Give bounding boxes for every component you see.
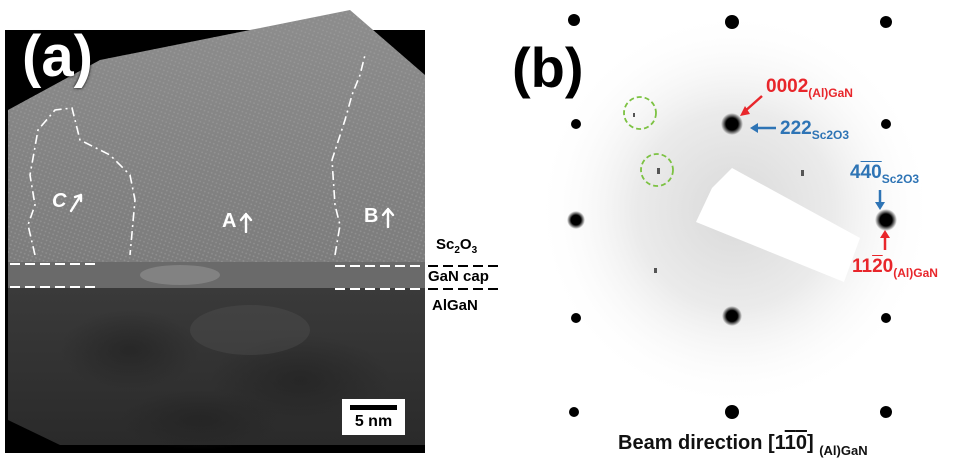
diffraction-spot-0002 bbox=[721, 113, 743, 135]
beam-direction-caption: Beam direction [110] (Al)GaN bbox=[618, 432, 868, 458]
grain-c-label: C bbox=[52, 190, 83, 213]
scale-bar-line bbox=[350, 405, 397, 410]
index-arrows bbox=[740, 95, 890, 250]
panel-b-letter: (b) bbox=[512, 36, 584, 99]
grain-boundary-lines bbox=[27, 54, 366, 256]
diffraction-spot bbox=[569, 407, 579, 417]
hrtem-image bbox=[5, 10, 500, 453]
diffraction-pattern bbox=[535, 10, 935, 419]
arrow-icon bbox=[381, 206, 395, 228]
index-1120-label: 1120(Al)GaN bbox=[852, 256, 938, 280]
grain-b-letter: B bbox=[364, 205, 379, 227]
grain-a-label: A bbox=[222, 210, 253, 233]
diffraction-spot bbox=[880, 406, 892, 418]
green-circle-mark bbox=[623, 96, 657, 130]
diffraction-spot bbox=[725, 15, 739, 29]
diffraction-spot bbox=[568, 14, 580, 26]
index-440-label: 440Sc2O3 bbox=[850, 162, 920, 186]
algan-label: AlGaN bbox=[432, 297, 478, 314]
diffraction-spot-1120 bbox=[875, 209, 897, 231]
diffraction-spot bbox=[881, 313, 891, 323]
green-circle-mark bbox=[640, 153, 674, 187]
panel-a-hrtem: (a) C A B Sc2O3 GaN cap AlGaN 5 nm bbox=[5, 10, 500, 453]
gan-cap-label: GaN cap bbox=[428, 268, 489, 285]
beam-stop bbox=[696, 168, 860, 282]
diffraction-spot bbox=[881, 119, 891, 129]
grain-b-label: B bbox=[364, 205, 395, 228]
grain-a-letter: A bbox=[222, 210, 237, 232]
diffraction-spot bbox=[880, 16, 892, 28]
index-0002-label: 0002(Al)GaN bbox=[766, 76, 853, 100]
diffraction-spot bbox=[567, 211, 585, 229]
diffraction-spot bbox=[571, 119, 581, 129]
diffraction-spot bbox=[725, 405, 739, 419]
interface-lines bbox=[10, 263, 425, 290]
diffraction-spot bbox=[722, 306, 742, 326]
sc2o3-label: Sc2O3 bbox=[436, 236, 478, 256]
index-222-label: 222Sc2O3 bbox=[780, 118, 850, 142]
arrow-icon bbox=[69, 191, 83, 213]
arrow-icon bbox=[239, 211, 253, 233]
panel-a-letter: (a) bbox=[22, 24, 93, 89]
panel-b-diffraction: (b) 0002(Al)GaN 222Sc2O3 440Sc2O3 1120(A… bbox=[500, 0, 959, 461]
scale-bar-label: 5 nm bbox=[354, 413, 393, 430]
scale-bar: 5 nm bbox=[342, 399, 405, 435]
diffraction-spots bbox=[567, 14, 897, 419]
grain-c-letter: C bbox=[52, 190, 67, 212]
diffraction-spot bbox=[571, 313, 581, 323]
